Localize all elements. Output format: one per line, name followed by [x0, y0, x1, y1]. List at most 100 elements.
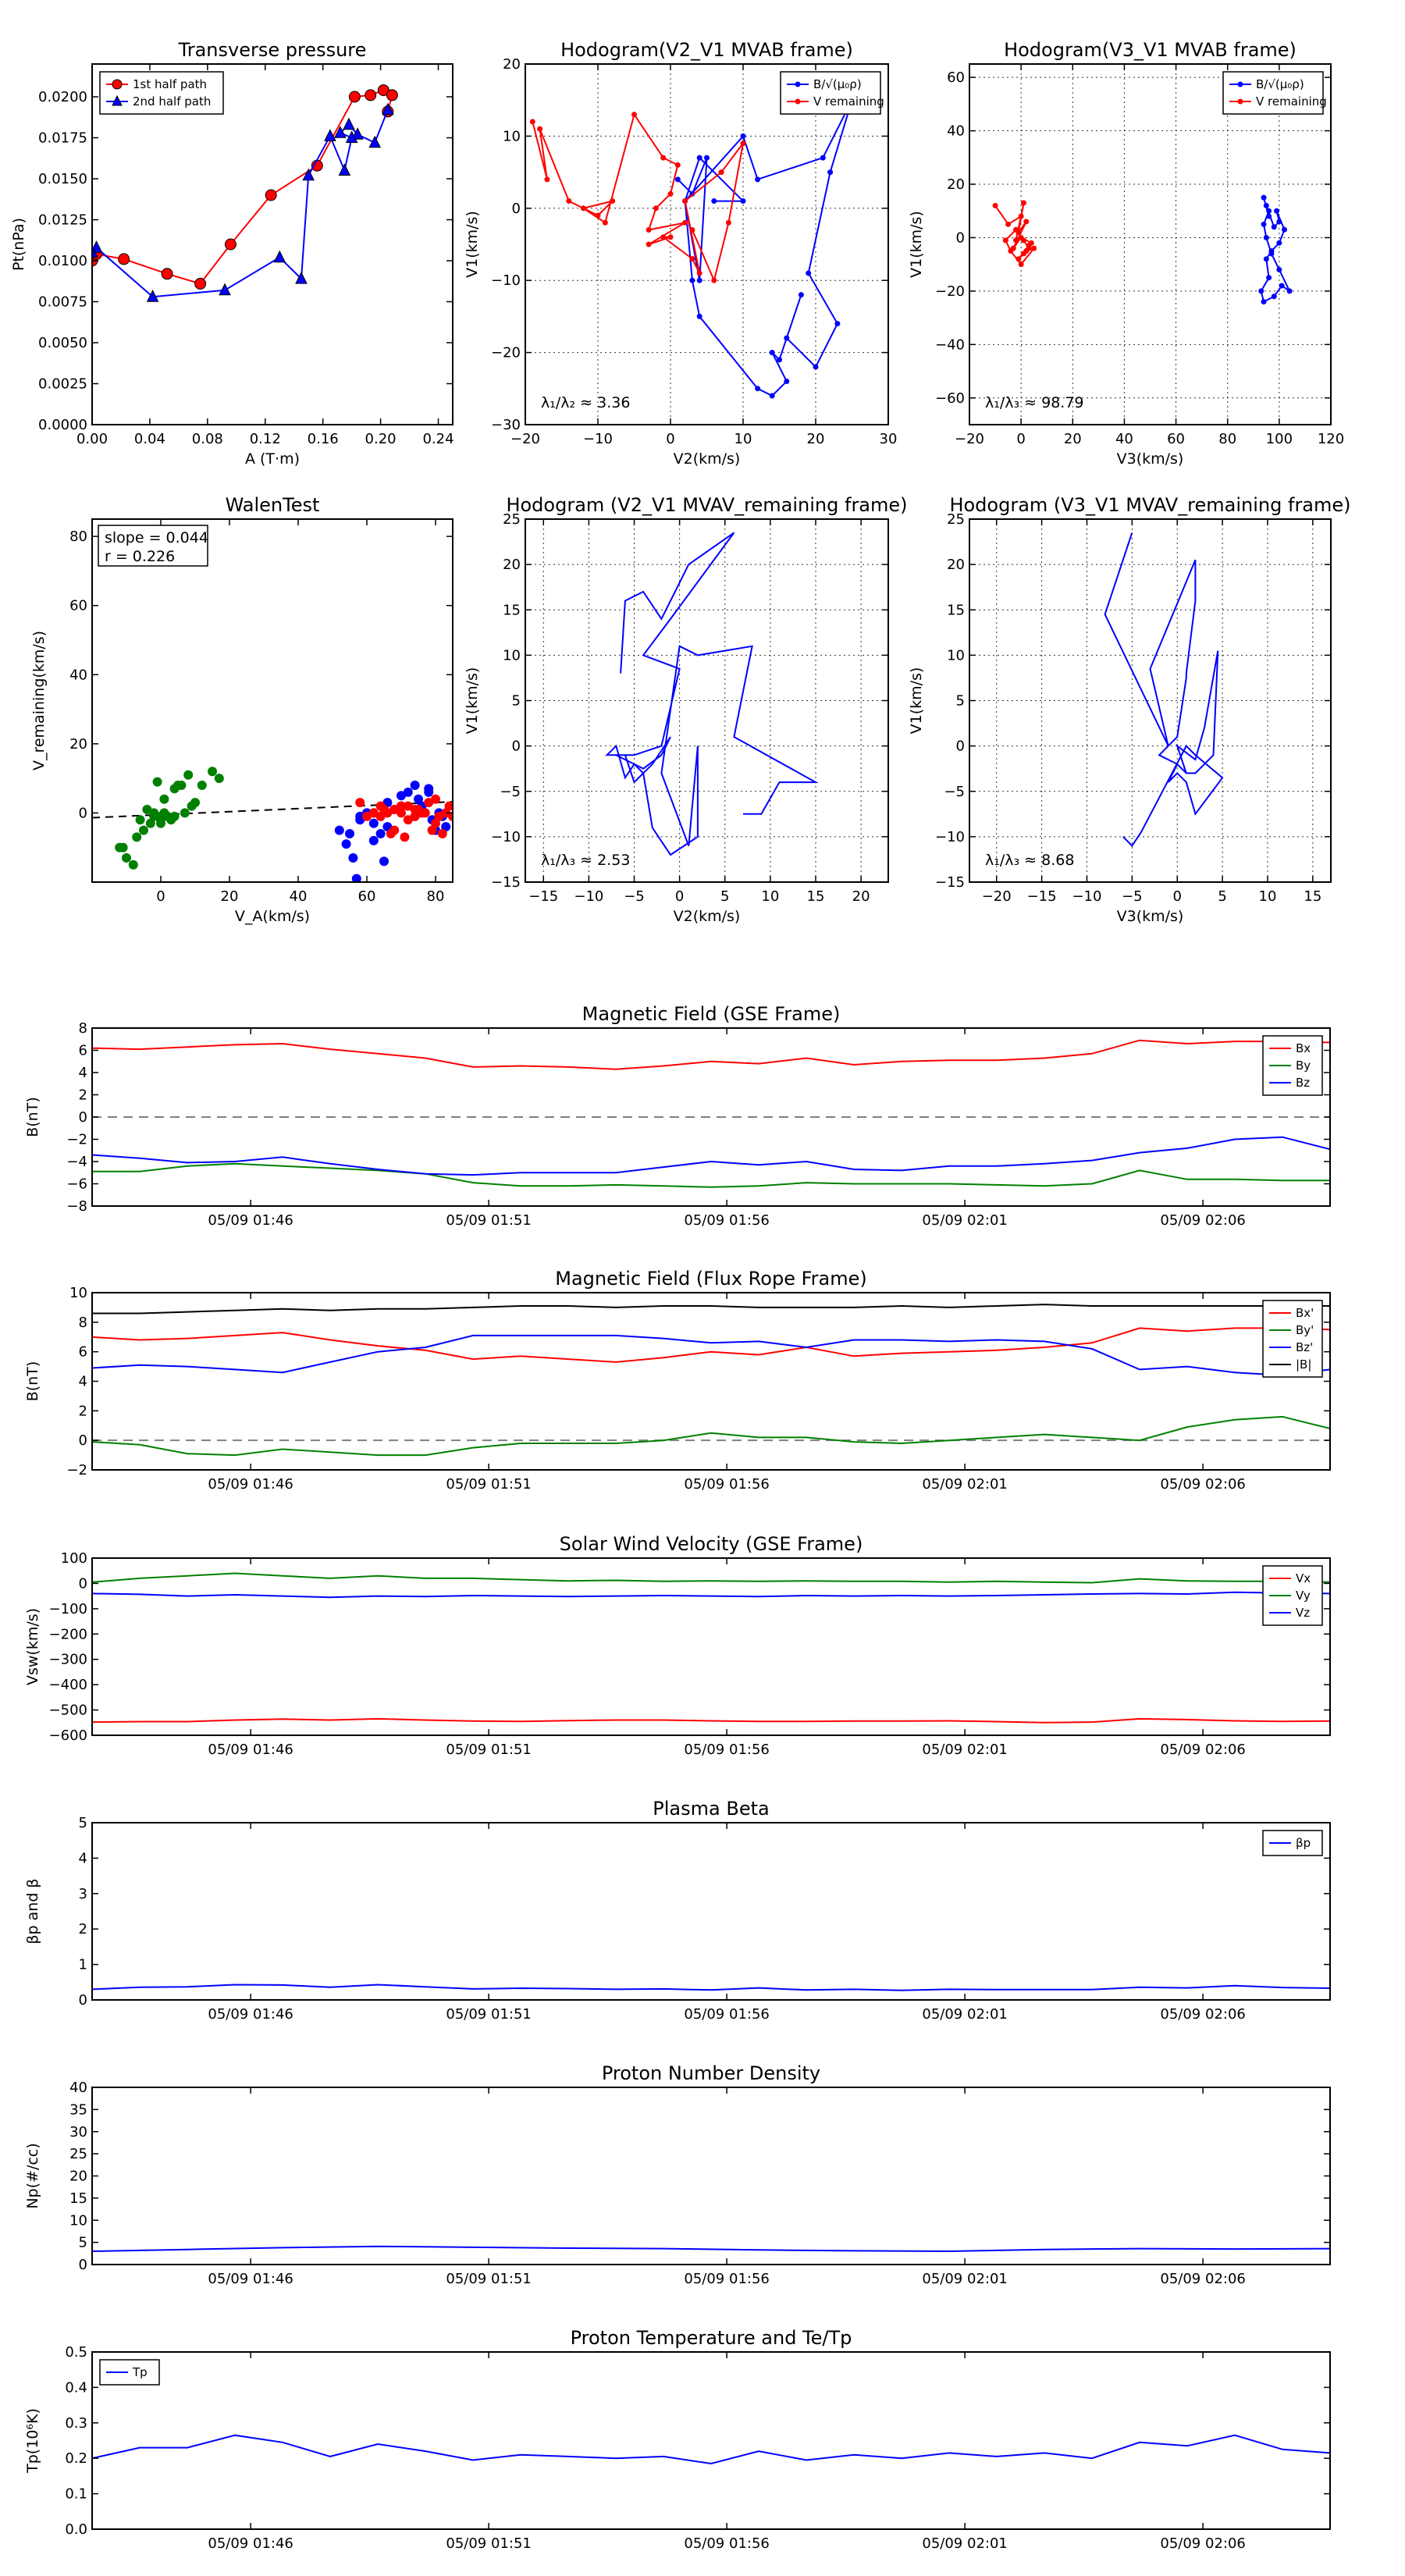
grid-lines	[969, 64, 1332, 425]
y-tick-label: 20	[69, 736, 87, 753]
series-line-1sthalfpath	[92, 89, 393, 285]
scatter-point	[152, 777, 162, 787]
series-line-b	[92, 1304, 1330, 1315]
x-tick-label: 05/09 01:46	[208, 1212, 293, 1229]
y-tick-label: 20	[69, 2169, 87, 2185]
series-line-by	[92, 1162, 1330, 1188]
data-point	[696, 313, 702, 319]
series-line-2ndhalfpath	[92, 109, 389, 298]
legend: Tp	[99, 2359, 160, 2386]
series-line-vremaining	[994, 202, 1037, 266]
data-point	[689, 255, 695, 262]
x-tick-label: 0.16	[308, 431, 339, 447]
stats-box	[98, 525, 208, 567]
stats-text: slope = 0.044	[105, 529, 208, 546]
series-line-s0	[605, 532, 819, 856]
x-tick-label: 30	[880, 431, 898, 447]
axis-ticks	[969, 518, 1331, 883]
y-tick-label: 2	[79, 1087, 87, 1104]
chart-title: Hodogram (V3_V1 MVAV_remaining frame)	[949, 494, 1350, 516]
scatter-point	[414, 794, 423, 804]
axis-ticks	[92, 1292, 1330, 1471]
series-line-bz	[92, 1136, 1330, 1176]
x-tick-label: 05/09 01:51	[446, 1742, 531, 1758]
data-point	[1281, 226, 1287, 233]
scatter-point	[379, 856, 389, 866]
series-group	[1104, 532, 1224, 848]
data-point	[696, 155, 702, 161]
eigenvalue-ratio: λ₁/λ₂ ≈ 3.36	[541, 394, 630, 411]
data-point	[711, 277, 717, 283]
x-tick-label: 05/09 02:06	[1160, 2535, 1245, 2552]
data-point	[1018, 213, 1024, 219]
x-tick-label: 15	[807, 888, 825, 905]
grid-lines	[525, 63, 889, 425]
data-point	[1261, 221, 1267, 227]
legend-marker	[112, 94, 123, 106]
y-tick-label: −15	[491, 874, 521, 891]
data-point	[777, 357, 782, 363]
y-tick-label: 0	[79, 1575, 87, 1592]
data-point	[302, 168, 315, 181]
data-point	[1276, 219, 1282, 225]
data-point	[1261, 194, 1267, 201]
x-tick-label: 0	[666, 431, 674, 447]
legend-box	[1222, 71, 1324, 115]
scatter-point	[187, 801, 197, 811]
x-axis-label: V2(km/s)	[674, 450, 741, 468]
legend-box	[780, 71, 881, 115]
series-line-b	[677, 99, 853, 397]
chart-title: Solar Wind Velocity (GSE Frame)	[560, 1533, 863, 1555]
scatter-point	[448, 811, 453, 821]
y-tick-label: −300	[49, 1652, 87, 1668]
data-point	[1026, 245, 1032, 251]
data-point	[1020, 200, 1026, 206]
legend-label: By'	[1296, 1323, 1314, 1337]
legend-label: By	[1296, 1059, 1311, 1073]
legend-marker	[1237, 98, 1243, 105]
data-point	[689, 277, 695, 283]
y-tick-label: 10	[69, 2212, 87, 2229]
legend-marker	[1237, 81, 1243, 87]
y-axis-label: B(nT)	[24, 1361, 41, 1402]
x-tick-label: 10	[761, 888, 779, 905]
panel-hodogram-v3-v1-mvab: −20 0 20 40 60 80 100 120 −60 −40 −20 0 20 40 60 Hodogr…	[908, 39, 1344, 468]
data-point	[118, 253, 130, 265]
series-line-bx	[92, 1327, 1330, 1363]
x-tick-label: 05/09 01:56	[684, 1212, 769, 1229]
x-tick-label: 100	[1266, 431, 1293, 447]
x-tick-label: 10	[735, 431, 752, 447]
y-axis-label: V_remaining(km/s)	[30, 631, 48, 770]
data-point	[602, 219, 608, 226]
series-group	[92, 2245, 1330, 2253]
axis-ticks	[92, 1822, 1330, 2001]
x-tick-label: 120	[1318, 431, 1344, 447]
data-point	[798, 292, 804, 298]
data-point	[646, 241, 652, 247]
data-point	[295, 271, 308, 284]
y-tick-label: 25	[947, 511, 965, 528]
x-tick-label: 60	[1167, 431, 1185, 447]
y-tick-label: 4	[79, 1065, 87, 1081]
y-tick-label: −600	[49, 1727, 87, 1744]
legend-label: Bz	[1296, 1076, 1310, 1090]
x-tick-label: 60	[358, 888, 376, 905]
data-point	[646, 227, 652, 233]
plot-frame	[525, 518, 889, 883]
legend-label: Vz	[1296, 1606, 1310, 1620]
y-tick-label: 80	[69, 528, 87, 545]
y-axis-label: Pt(nPa)	[10, 218, 27, 271]
x-tick-label: 0.04	[134, 431, 165, 447]
y-tick-label: −20	[935, 283, 965, 300]
x-tick-label: 40	[290, 888, 308, 905]
y-tick-label: 0.3	[65, 2415, 87, 2432]
data-point	[219, 283, 231, 296]
panel-hodogram-v2-v1-mvav: −15 −10 −5 0 5 10 15 20 −15 −10 −5 0 5 10 15 20 25Hodogr…	[464, 494, 908, 925]
x-tick-label: 05/09 02:06	[1160, 2006, 1245, 2023]
y-tick-label: 8	[79, 1020, 87, 1037]
scatter-point	[145, 818, 155, 828]
y-axis-label: V1(km/s)	[464, 211, 481, 278]
x-tick-label: 80	[427, 888, 445, 905]
x-tick-label: 05/09 01:56	[684, 1742, 769, 1758]
x-tick-label: 05/09 01:46	[208, 1476, 293, 1493]
